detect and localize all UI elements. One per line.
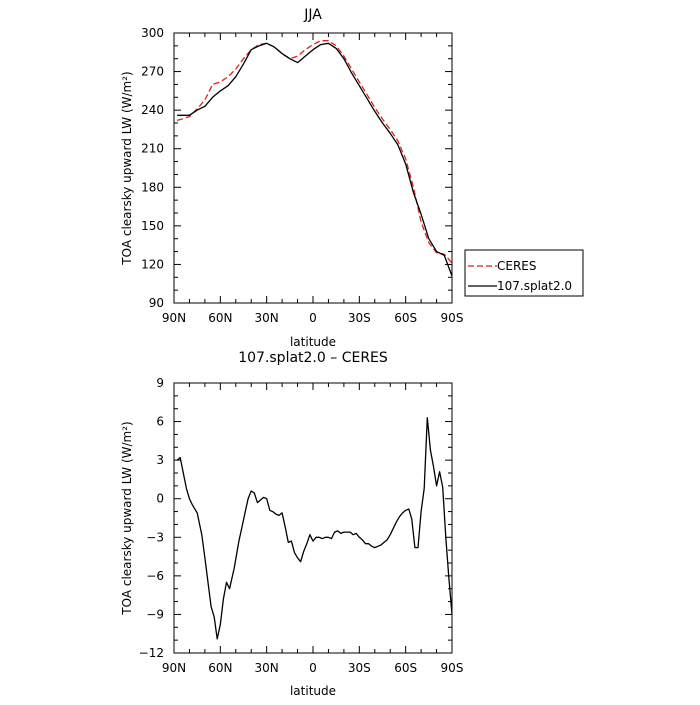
legend: CERES 107.splat2.0 (464, 249, 584, 297)
x-tick-label: 30N (255, 311, 279, 325)
x-tick-label: 30S (348, 661, 371, 675)
y-tick-label: 9 (156, 376, 164, 390)
plot-frame (173, 382, 453, 654)
x-tick-label: 60S (394, 661, 417, 675)
x-tick-label: 60S (394, 311, 417, 325)
legend-entry-1: 107.splat2.0 (497, 279, 572, 293)
y-tick-label: −3 (146, 530, 164, 544)
top-chart: JJA latitude TOA clearsky upward LW (W/m²)… (120, 7, 463, 349)
y-tick-label: 90 (149, 296, 164, 310)
series-line-0 (176, 40, 453, 264)
y-axis-label: TOA clearsky upward LW (W/m²) (120, 71, 134, 265)
y-tick-label: −12 (139, 646, 164, 660)
x-tick-label: 30N (255, 661, 279, 675)
y-tick-label: 120 (141, 257, 164, 271)
bottom-chart: 107.splat2.0 – CERES latitude TOA clearsky… (120, 350, 463, 698)
y-tick-label: 150 (141, 219, 164, 233)
x-tick-label: 30S (348, 311, 371, 325)
x-tick-label: 90S (441, 661, 464, 675)
y-tick-label: 0 (156, 492, 164, 506)
y-tick-label: 270 (141, 65, 164, 79)
series-line-0 (176, 417, 453, 640)
chart-title: JJA (303, 7, 322, 23)
y-tick-label: 3 (156, 453, 164, 467)
legend-entry-0: CERES (497, 259, 537, 273)
y-tick-label: −9 (146, 607, 164, 621)
y-tick-label: 210 (141, 142, 164, 156)
x-tick-label: 90N (162, 661, 186, 675)
x-tick-label: 60N (208, 311, 232, 325)
series-line-1 (177, 42, 453, 277)
y-tick-label: 6 (156, 415, 164, 429)
y-tick-label: −6 (146, 569, 164, 583)
chart-title: 107.splat2.0 – CERES (238, 350, 388, 366)
plot-frame (173, 32, 453, 304)
x-tick-label: 0 (309, 311, 317, 325)
y-tick-label: 240 (141, 103, 164, 117)
x-tick-label: 90S (441, 311, 464, 325)
x-axis-label: latitude (290, 335, 336, 349)
y-tick-label: 180 (141, 180, 164, 194)
legend-box (464, 249, 584, 297)
y-axis-label: TOA clearsky upward LW (W/m²) (120, 421, 134, 615)
y-tick-label: 300 (141, 26, 164, 40)
x-tick-label: 0 (309, 661, 317, 675)
x-tick-label: 60N (208, 661, 232, 675)
x-axis-label: latitude (290, 684, 336, 698)
x-tick-label: 90N (162, 311, 186, 325)
